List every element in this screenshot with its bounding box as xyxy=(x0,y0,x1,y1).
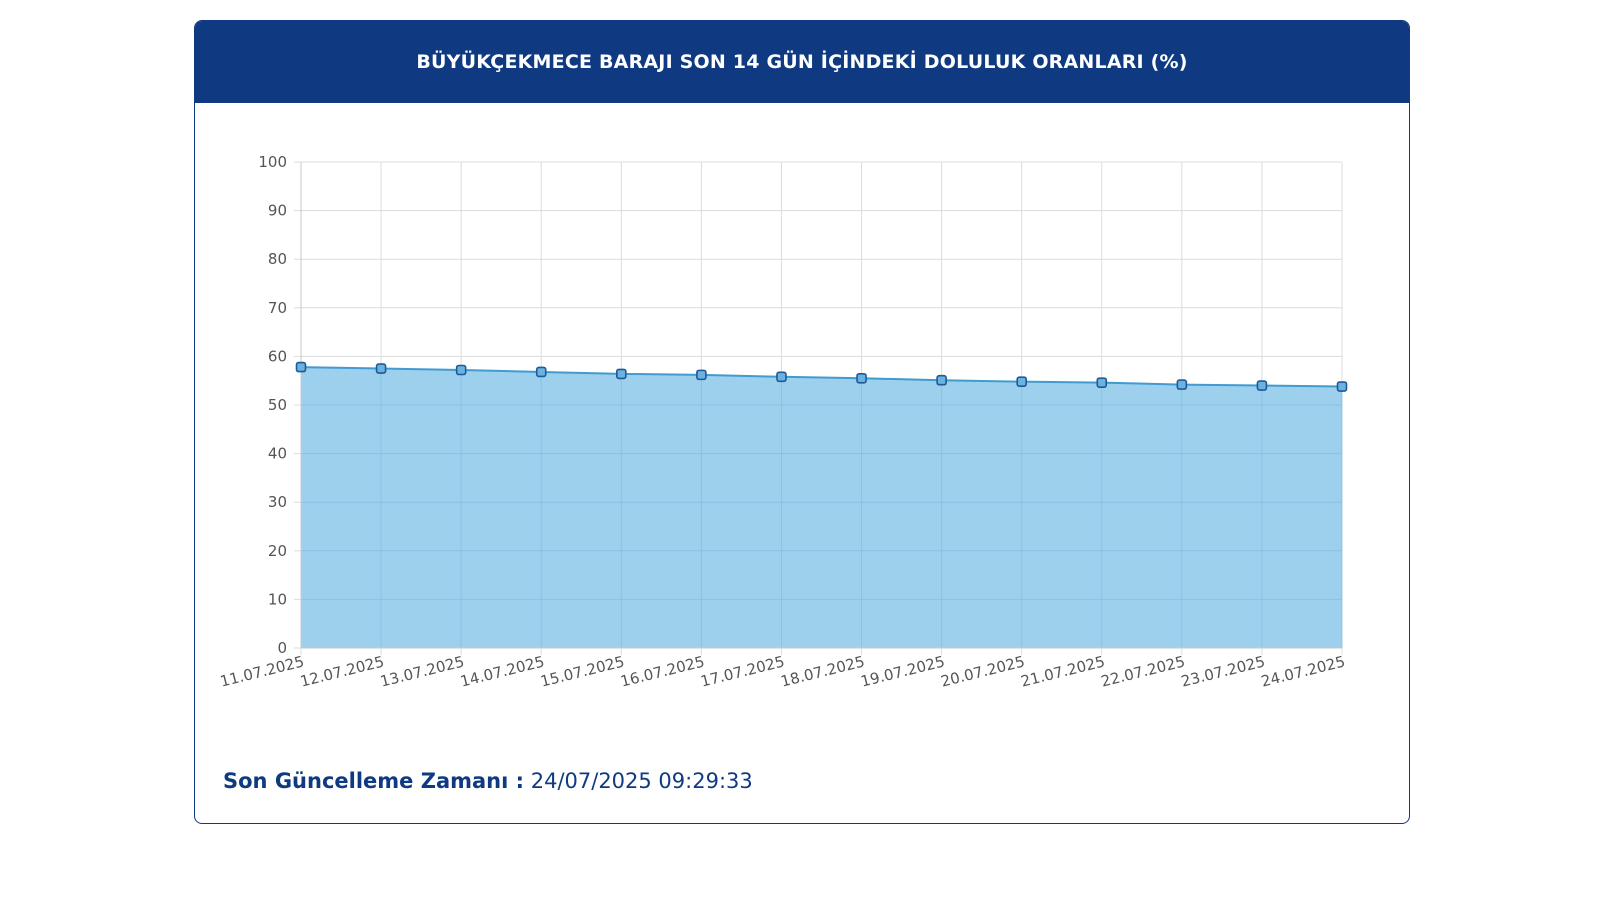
x-tick-label: 14.07.2025 xyxy=(459,652,547,690)
fill-rate-chart: 0 10 20 30 40 50 60 70 80 90 100 11.07.202512.07.20… xyxy=(218,153,1348,691)
x-tick-label: 17.07.2025 xyxy=(699,652,787,690)
x-tick-label: 11.07.2025 xyxy=(218,652,306,690)
last-update-value: 24/07/2025 09:29:33 xyxy=(530,769,753,793)
y-tick-label: 90 xyxy=(268,202,287,220)
data-point xyxy=(1256,380,1268,391)
data-point xyxy=(1176,379,1188,390)
series-area xyxy=(301,367,1342,648)
chart-card: BÜYÜKÇEKMECE BARAJI SON 14 GÜN İÇİNDEKİ … xyxy=(194,20,1410,824)
data-point xyxy=(1096,377,1108,388)
y-tick-label: 0 xyxy=(277,639,287,657)
y-tick-label: 40 xyxy=(268,445,287,463)
y-tick-label: 60 xyxy=(268,347,287,365)
x-tick-label: 20.07.2025 xyxy=(939,652,1027,690)
data-point xyxy=(535,366,547,378)
x-tick-label: 12.07.2025 xyxy=(298,652,386,690)
data-point xyxy=(455,364,467,376)
data-point xyxy=(776,371,787,383)
x-tick-label: 23.07.2025 xyxy=(1179,652,1267,690)
x-tick-label: 18.07.2025 xyxy=(779,652,867,690)
x-tick-label: 22.07.2025 xyxy=(1099,652,1187,690)
last-update-label: Son Güncelleme Zamanı : xyxy=(223,769,525,793)
x-tick-label: 13.07.2025 xyxy=(378,652,466,690)
x-tick-label: 15.07.2025 xyxy=(539,652,627,690)
data-point xyxy=(295,361,307,373)
y-tick-label: 70 xyxy=(268,299,287,317)
y-tick-label: 10 xyxy=(268,590,287,608)
y-tick-label: 80 xyxy=(268,250,287,268)
x-tick-label: 21.07.2025 xyxy=(1019,652,1107,690)
x-tick-label: 16.07.2025 xyxy=(619,652,707,690)
y-tick-label: 100 xyxy=(258,153,287,171)
y-tick-label: 30 xyxy=(268,493,287,511)
data-point xyxy=(1336,381,1348,392)
data-point xyxy=(1016,376,1027,387)
chart-area: 0 10 20 30 40 50 60 70 80 90 100 11.07.2025 12.07.20… xyxy=(195,103,1409,763)
y-tick-label: 50 xyxy=(268,396,287,414)
y-tick-label: 20 xyxy=(268,542,287,560)
data-point xyxy=(856,372,867,384)
last-update: Son Güncelleme Zamanı : 24/07/2025 09:29… xyxy=(223,769,753,793)
data-point xyxy=(696,369,707,381)
x-tick-label: 19.07.2025 xyxy=(859,652,947,690)
chart-title: BÜYÜKÇEKMECE BARAJI SON 14 GÜN İÇİNDEKİ … xyxy=(416,51,1188,73)
data-point xyxy=(375,363,387,374)
data-point xyxy=(616,368,627,380)
series-line xyxy=(300,366,1343,388)
x-tick-label: 24.07.2025 xyxy=(1259,652,1347,690)
card-header: BÜYÜKÇEKMECE BARAJI SON 14 GÜN İÇİNDEKİ … xyxy=(195,21,1409,103)
data-point xyxy=(936,374,947,386)
